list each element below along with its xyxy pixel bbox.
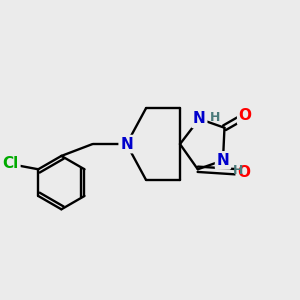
Text: N: N <box>120 136 133 152</box>
Text: H: H <box>232 164 243 177</box>
Text: O: O <box>237 165 250 180</box>
Text: N: N <box>217 153 230 168</box>
Text: H: H <box>209 111 220 124</box>
Text: O: O <box>239 108 252 123</box>
Text: Cl: Cl <box>2 156 19 171</box>
Text: N: N <box>193 111 206 126</box>
